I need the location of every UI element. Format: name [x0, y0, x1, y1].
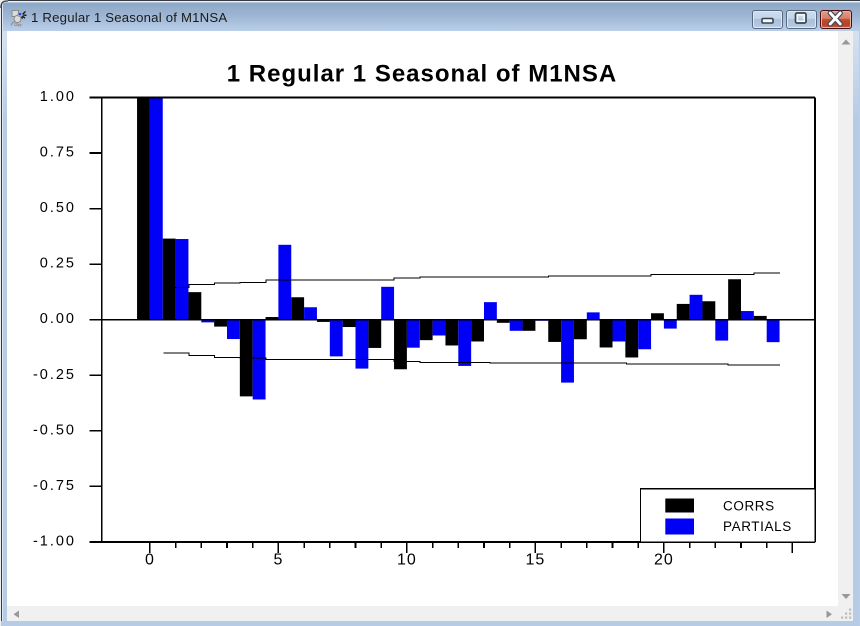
- svg-text:PARTIALS: PARTIALS: [723, 519, 792, 534]
- svg-text:-1.00: -1.00: [33, 533, 76, 549]
- svg-text:20: 20: [654, 552, 674, 569]
- svg-text:-0.25: -0.25: [33, 367, 76, 383]
- svg-text:0.75: 0.75: [40, 145, 76, 161]
- svg-text:0.00: 0.00: [40, 311, 76, 327]
- svg-text:0.25: 0.25: [40, 256, 76, 272]
- svg-text:15: 15: [526, 552, 546, 569]
- svg-text:10: 10: [397, 552, 417, 569]
- svg-text:1.00: 1.00: [40, 89, 76, 105]
- svg-text:-0.75: -0.75: [33, 478, 76, 494]
- svg-text:1 Regular 1 Seasonal of M1NSA: 1 Regular 1 Seasonal of M1NSA: [227, 61, 617, 88]
- svg-text:-0.50: -0.50: [33, 422, 76, 438]
- svg-text:5: 5: [273, 552, 283, 569]
- svg-text:0.50: 0.50: [40, 200, 76, 216]
- svg-text:0: 0: [145, 552, 155, 569]
- svg-text:CORRS: CORRS: [723, 499, 775, 514]
